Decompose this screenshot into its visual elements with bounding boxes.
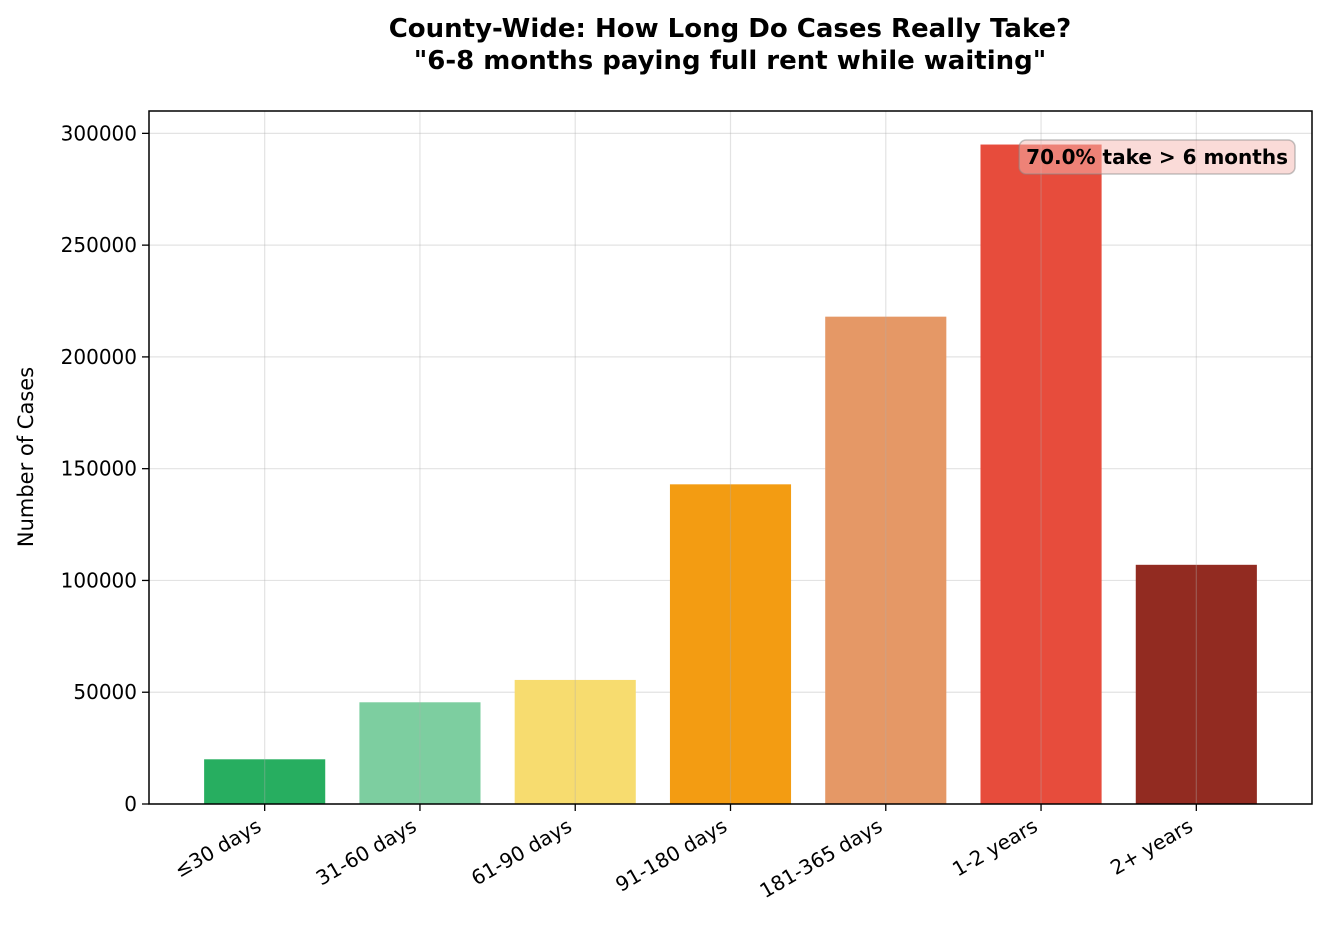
chart-subtitle: "6-8 months paying full rent while waiti… [414, 46, 1047, 76]
y-tick-label: 200000 [61, 345, 137, 369]
vertical-grid-lines [264, 111, 1197, 804]
y-tick-label: 300000 [61, 121, 137, 145]
chart-title: County-Wide: How Long Do Cases Really Ta… [389, 14, 1072, 44]
y-axis-ticks: 0 50000 100000 150000 200000 250000 300000 [61, 121, 149, 816]
annotation-text: 70.0% take > 6 months [1026, 145, 1288, 169]
bar [825, 316, 947, 804]
y-tick-label: 50000 [73, 680, 137, 704]
bar [669, 484, 792, 804]
y-axis-label: Number of Cases [14, 367, 38, 547]
x-axis-ticks: ≤30 days 31-60 days 61-90 days 91-180 days 1… [170, 804, 1197, 903]
y-tick-label: 0 [124, 792, 137, 816]
bar [980, 144, 1102, 805]
x-tick-label: 181-365 days [756, 814, 887, 903]
annotation-box: 70.0% take > 6 months [1018, 139, 1296, 175]
x-tick-label: 61-90 days [467, 814, 576, 891]
bar [514, 679, 636, 804]
x-tick-label: 1-2 years [948, 814, 1041, 882]
bar [1135, 564, 1257, 804]
bar [204, 759, 326, 804]
y-tick-label: 150000 [61, 457, 137, 481]
y-tick-label: 100000 [61, 568, 137, 592]
bars [204, 144, 1257, 805]
y-tick-label: 250000 [61, 233, 137, 257]
bar [359, 702, 481, 804]
x-tick-label: 91-180 days [611, 814, 731, 897]
x-tick-label: 31-60 days [312, 814, 421, 891]
x-tick-label: ≤30 days [170, 814, 265, 883]
annotation-background [1018, 139, 1296, 175]
x-tick-label: 2+ years [1106, 814, 1197, 880]
